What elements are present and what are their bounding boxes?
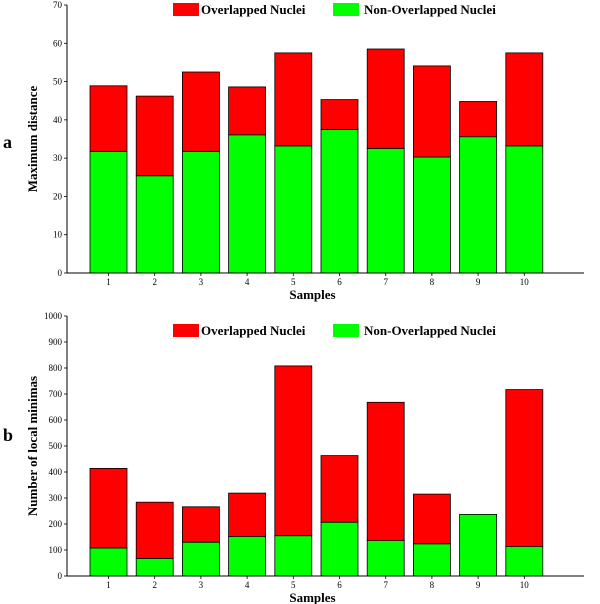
x-tick-label: 8 <box>430 580 435 590</box>
bar-a-5-overlapped <box>274 52 313 147</box>
x-axis-label: Samples <box>289 590 335 604</box>
legend-label-overlapped: Overlapped Nuclei <box>201 2 306 17</box>
bar-a-10-non-overlapped <box>505 145 544 274</box>
bar-a-2-non-overlapped <box>135 175 174 274</box>
bar-b-6-non-overlapped <box>320 521 359 577</box>
y-axis-label: Maximum distance <box>25 86 40 193</box>
bar-b-1-non-overlapped <box>89 547 128 577</box>
y-tick-label: 40 <box>53 115 63 125</box>
x-tick-label: 10 <box>520 580 530 590</box>
y-tick-label: 70 <box>53 0 63 10</box>
bar-a-7-non-overlapped <box>366 148 405 274</box>
y-tick-label: 50 <box>53 77 63 87</box>
legend-swatch-overlapped <box>173 3 199 16</box>
x-tick-label: 1 <box>106 277 111 287</box>
panel-label: a <box>3 132 12 152</box>
bar-b-10-non-overlapped <box>505 546 544 577</box>
bar-b-3-non-overlapped <box>181 541 220 577</box>
x-tick-label: 3 <box>199 277 204 287</box>
bar-a-10-overlapped <box>505 52 544 147</box>
y-tick-label: 900 <box>49 337 63 347</box>
y-tick-label: 60 <box>53 38 63 48</box>
x-tick-label: 9 <box>476 277 481 287</box>
y-tick-label: 300 <box>49 493 63 503</box>
bar-a-4-non-overlapped <box>228 134 267 274</box>
y-tick-label: 200 <box>49 519 63 529</box>
y-tick-label: 20 <box>53 191 63 201</box>
x-tick-label: 4 <box>245 277 250 287</box>
x-tick-label: 8 <box>430 277 435 287</box>
legend-label-non-overlapped: Non-Overlapped Nuclei <box>364 2 496 17</box>
x-tick-label: 3 <box>199 580 204 590</box>
bar-b-3-overlapped <box>181 506 220 543</box>
bar-b-9-non-overlapped <box>459 514 498 577</box>
legend-swatch-non-overlapped <box>333 324 359 337</box>
legend-swatch-non-overlapped <box>333 3 359 16</box>
legend-label-non-overlapped: Non-Overlapped Nuclei <box>364 323 496 338</box>
y-tick-label: 1000 <box>44 311 63 321</box>
x-axis-label: Samples <box>289 287 335 302</box>
bar-b-7-overlapped <box>366 401 405 541</box>
y-tick-label: 0 <box>58 268 63 278</box>
x-tick-label: 2 <box>152 580 157 590</box>
bar-b-4-non-overlapped <box>228 536 267 577</box>
bar-a-3-overlapped <box>181 71 220 152</box>
x-tick-label: 6 <box>337 277 342 287</box>
bar-a-1-non-overlapped <box>89 150 128 274</box>
bar-a-2-overlapped <box>135 95 174 177</box>
bar-b-8-non-overlapped <box>412 543 451 577</box>
x-tick-label: 6 <box>337 580 342 590</box>
y-tick-label: 0 <box>58 571 63 581</box>
x-tick-label: 4 <box>245 580 250 590</box>
bar-b-2-overlapped <box>135 501 174 559</box>
bar-a-9-overlapped <box>459 101 498 138</box>
bar-a-4-overlapped <box>228 86 267 136</box>
bar-b-7-non-overlapped <box>366 540 405 577</box>
bar-b-5-non-overlapped <box>274 535 313 577</box>
bar-a-6-overlapped <box>320 99 359 130</box>
bar-a-6-non-overlapped <box>320 128 359 274</box>
y-tick-label: 30 <box>53 153 63 163</box>
bar-a-5-non-overlapped <box>274 145 313 274</box>
x-tick-label: 9 <box>476 580 481 590</box>
bar-a-8-non-overlapped <box>412 156 451 274</box>
y-tick-label: 10 <box>53 230 63 240</box>
bar-b-4-overlapped <box>228 492 267 537</box>
x-tick-label: 2 <box>152 277 157 287</box>
y-tick-label: 600 <box>49 415 63 425</box>
x-tick-label: 10 <box>520 277 530 287</box>
bar-b-6-overlapped <box>320 455 359 523</box>
y-axis-label: Number of local minimas <box>25 376 40 516</box>
x-tick-label: 5 <box>291 580 296 590</box>
y-tick-label: 800 <box>49 363 63 373</box>
y-tick-label: 500 <box>49 441 63 451</box>
y-tick-label: 100 <box>49 545 63 555</box>
x-tick-label: 5 <box>291 277 296 287</box>
y-tick-label: 400 <box>49 467 63 477</box>
bar-b-10-overlapped <box>505 389 544 548</box>
legend-label-overlapped: Overlapped Nuclei <box>201 323 306 338</box>
bar-b-8-overlapped <box>412 493 451 545</box>
y-tick-label: 700 <box>49 389 63 399</box>
bar-a-3-non-overlapped <box>181 150 220 274</box>
bar-b-1-overlapped <box>89 467 128 549</box>
x-tick-label: 7 <box>383 277 388 287</box>
bar-a-8-overlapped <box>412 65 451 158</box>
bar-b-2-non-overlapped <box>135 557 174 577</box>
x-tick-label: 1 <box>106 580 111 590</box>
bar-a-9-non-overlapped <box>459 136 498 274</box>
x-tick-label: 7 <box>383 580 388 590</box>
panel-label: b <box>3 425 13 445</box>
legend-swatch-overlapped <box>173 324 199 337</box>
bar-a-1-overlapped <box>89 85 128 152</box>
bar-b-5-overlapped <box>274 365 313 537</box>
bar-a-7-overlapped <box>366 48 405 149</box>
